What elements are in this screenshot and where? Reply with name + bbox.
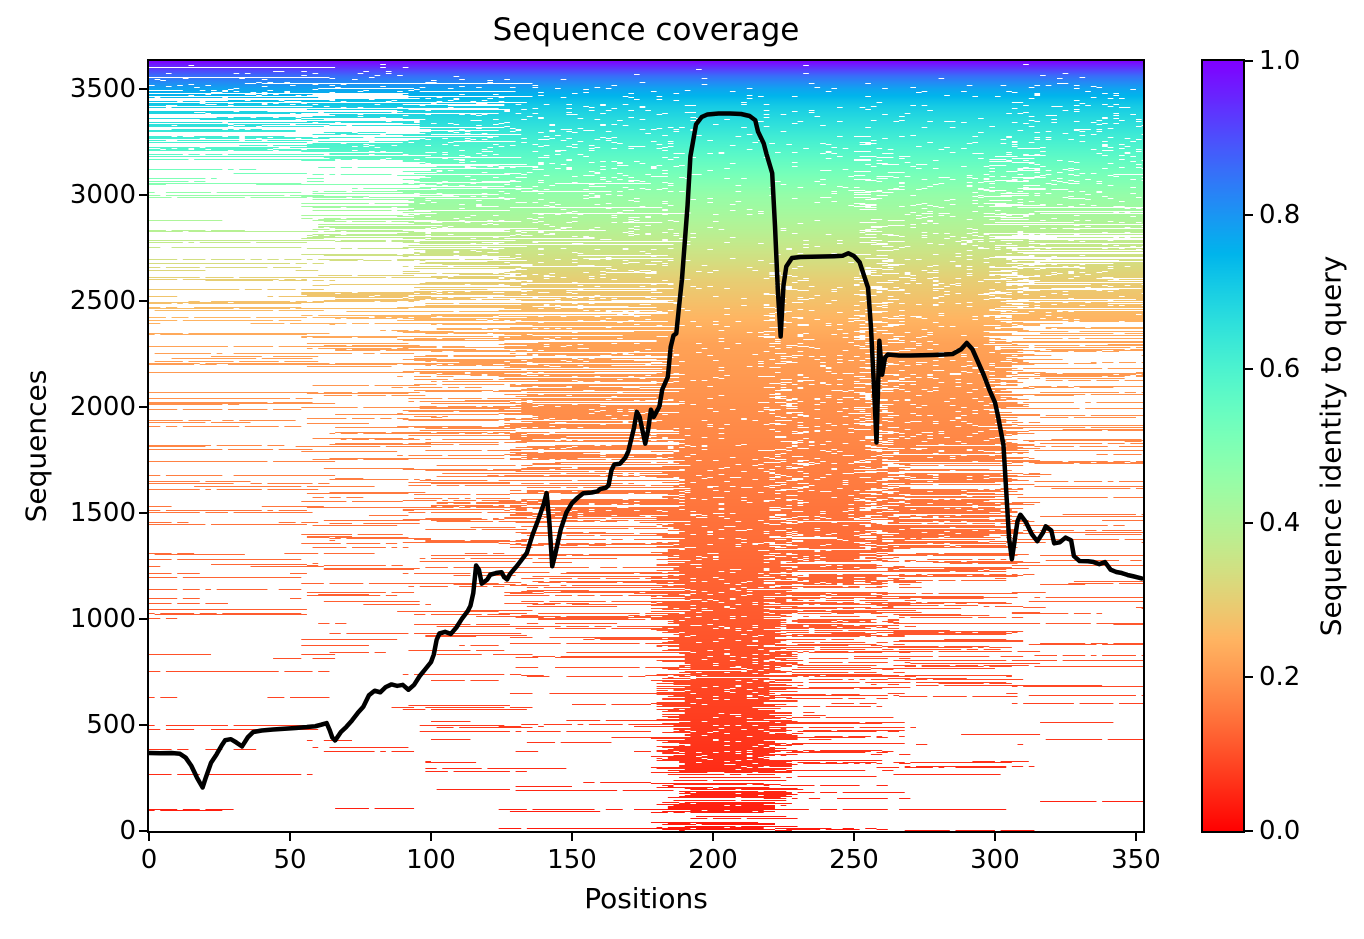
colorbar-tick-mark bbox=[1244, 676, 1253, 678]
y-tick-label: 1500 bbox=[69, 497, 136, 528]
colorbar-tick-mark bbox=[1244, 368, 1253, 370]
chart-title: Sequence coverage bbox=[492, 12, 800, 48]
y-tick-mark bbox=[139, 511, 148, 514]
colorbar-tick-mark bbox=[1244, 214, 1253, 216]
x-tick-mark bbox=[570, 832, 573, 841]
x-tick-mark bbox=[288, 832, 291, 841]
x-tick-mark bbox=[711, 832, 714, 841]
y-tick-mark bbox=[139, 723, 148, 726]
x-tick-label: 200 bbox=[688, 845, 738, 875]
colorbar-tick-label: 0.8 bbox=[1259, 200, 1301, 230]
msa-plot-canvas bbox=[149, 61, 1143, 831]
y-tick-label: 3500 bbox=[69, 73, 136, 104]
colorbar-canvas bbox=[1203, 61, 1243, 831]
x-tick-label: 300 bbox=[970, 845, 1020, 875]
x-tick-label: 100 bbox=[406, 845, 456, 875]
x-tick-label: 150 bbox=[547, 845, 597, 875]
colorbar-label: Sequence identity to query bbox=[1314, 255, 1348, 637]
colorbar-tick-label: 0.2 bbox=[1259, 662, 1301, 692]
y-tick-mark bbox=[139, 405, 148, 408]
y-tick-label: 0 bbox=[119, 816, 136, 846]
colorbar-tick-label: 0.6 bbox=[1259, 354, 1301, 384]
y-tick-mark bbox=[139, 617, 148, 620]
x-tick-mark bbox=[429, 832, 432, 841]
x-tick-label: 0 bbox=[140, 845, 158, 875]
colorbar-tick-label: 0.0 bbox=[1259, 816, 1301, 846]
y-tick-label: 2500 bbox=[69, 285, 136, 316]
y-tick-mark bbox=[139, 299, 148, 302]
x-axis-label: Positions bbox=[584, 882, 708, 915]
y-tick-mark bbox=[139, 830, 148, 832]
colorbar-tick-mark bbox=[1244, 830, 1253, 832]
x-tick-label: 50 bbox=[273, 845, 307, 875]
x-tick-mark bbox=[852, 832, 855, 841]
y-tick-label: 2000 bbox=[69, 391, 136, 422]
y-tick-label: 500 bbox=[86, 709, 136, 740]
colorbar-tick-label: 0.4 bbox=[1259, 508, 1301, 538]
y-tick-mark bbox=[139, 87, 148, 90]
y-tick-label: 1000 bbox=[69, 603, 136, 634]
y-tick-mark bbox=[139, 193, 148, 196]
x-tick-label: 250 bbox=[829, 845, 879, 875]
colorbar-tick-label: 1.0 bbox=[1259, 46, 1301, 76]
x-tick-mark bbox=[993, 832, 996, 841]
y-tick-label: 3000 bbox=[69, 179, 136, 210]
x-tick-label: 350 bbox=[1111, 845, 1161, 875]
colorbar-tick-mark bbox=[1244, 60, 1253, 62]
colorbar-tick-mark bbox=[1244, 522, 1253, 524]
x-tick-mark bbox=[1134, 832, 1137, 841]
x-tick-mark bbox=[148, 832, 150, 841]
